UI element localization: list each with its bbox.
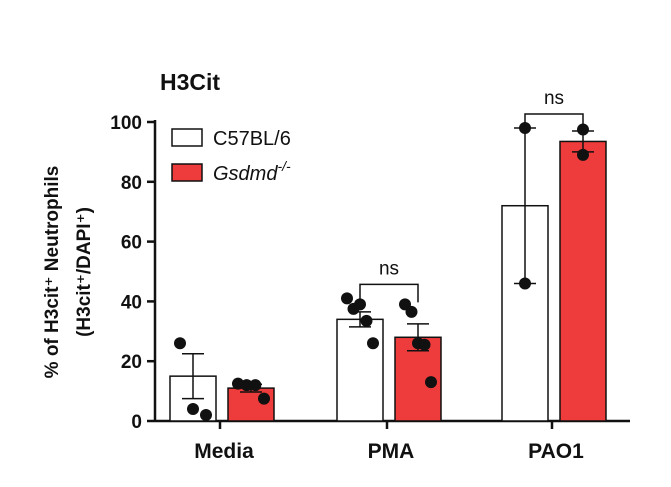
bar — [336, 318, 384, 422]
x-tick-label: Media — [194, 440, 254, 463]
legend: C57BL/6 Gsdmd-/- — [171, 128, 291, 185]
legend-label-gsdmd: Gsdmd-/- — [213, 158, 291, 185]
y-tick-label: 60 — [121, 233, 142, 254]
data-point — [577, 148, 589, 161]
y-axis-title-line1: % of H3cit⁺ Neutrophils — [42, 166, 63, 379]
significance-label: ns — [544, 88, 564, 109]
legend-label-c57bl6: C57BL/6 — [213, 128, 291, 150]
data-point — [418, 338, 431, 351]
data-point — [425, 376, 437, 389]
y-axis-title-line2: (H3cit⁺/DAPI⁺) — [74, 207, 95, 337]
plot-area: 0 20 40 60 80 100 Media PMA PAO1 ns ns — [110, 88, 630, 463]
y-tick-label: 0 — [131, 412, 142, 433]
data-point — [341, 292, 353, 305]
data-point — [240, 379, 253, 392]
legend-swatch-gsdmd — [171, 163, 203, 182]
legend-label-gsdmd-name: Gsdmd — [213, 163, 278, 185]
y-tick-label: 40 — [121, 292, 142, 313]
bar — [227, 387, 275, 422]
y-tick-label: 80 — [121, 173, 142, 194]
data-point — [200, 409, 212, 422]
data-point — [174, 337, 186, 350]
data-point — [519, 277, 531, 290]
data-point — [354, 298, 366, 311]
data-point — [187, 403, 199, 416]
y-tick-label: 100 — [110, 113, 142, 134]
data-point — [360, 314, 373, 327]
bar — [559, 140, 607, 422]
data-point — [405, 305, 418, 318]
data-point — [249, 379, 262, 392]
legend-label-gsdmd-superscript: -/- — [277, 158, 291, 174]
data-point — [258, 392, 270, 405]
chart-title: H3Cit — [160, 69, 220, 95]
x-tick-label: PMA — [368, 440, 415, 463]
data-point — [367, 337, 379, 350]
y-tick-label: 20 — [121, 352, 142, 373]
legend-swatch-c57bl6 — [171, 128, 203, 147]
x-tick-label: PAO1 — [528, 440, 584, 463]
significance-label: ns — [379, 258, 399, 279]
y-axis-title: % of H3cit⁺ Neutrophils (H3cit⁺/DAPI⁺) — [42, 166, 95, 379]
significance-bracket — [359, 283, 419, 303]
significance-bracket — [524, 113, 584, 132]
